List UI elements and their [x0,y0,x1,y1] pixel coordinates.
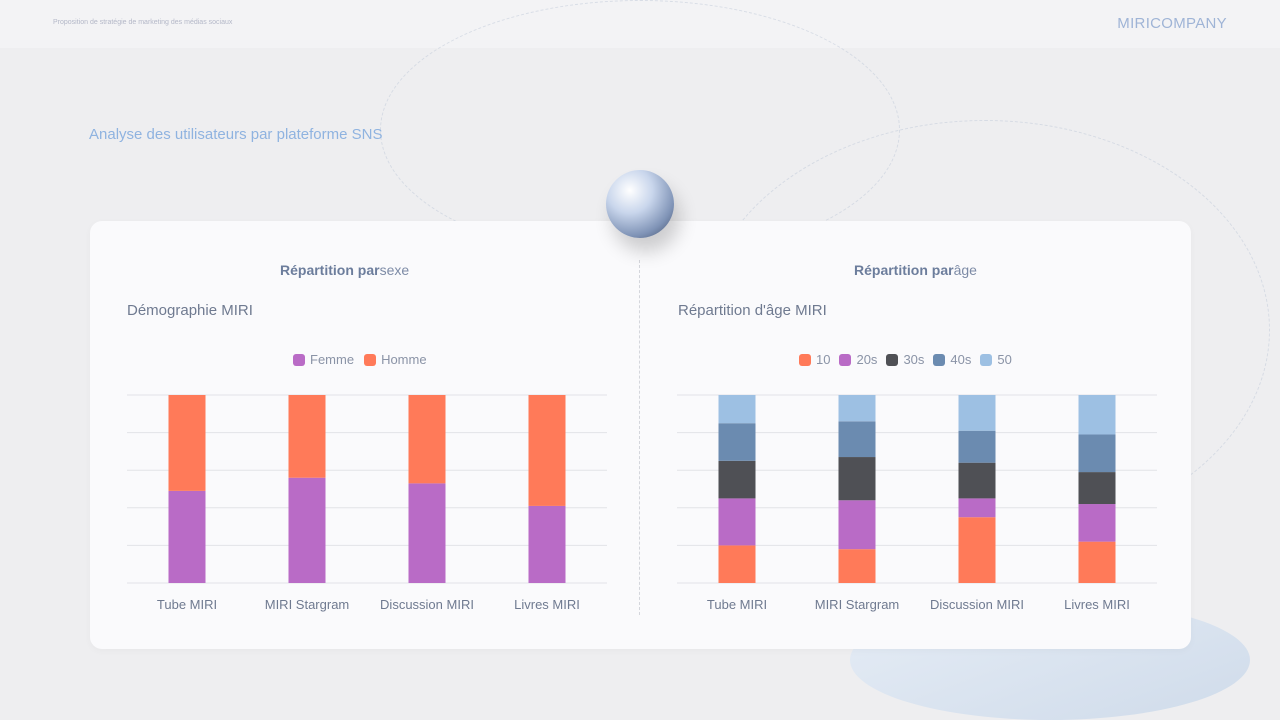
bar-segment-50-1 [838,395,876,422]
chart-title-gender: Démographie MIRI [127,302,253,319]
legend-item[interactable]: 10 [799,352,830,367]
legend-item[interactable]: 20s [839,352,877,367]
legend-label: 10 [816,352,831,367]
bar-segment-50-3 [1078,395,1116,435]
bar-segment-10-3 [1078,541,1116,583]
legend-swatch [980,353,993,366]
legend-label: 30s [903,352,925,367]
x-tick-label: Livres MIRI [514,597,580,612]
bar-segment-30s-3 [1078,472,1116,505]
bar-segment-femme-0 [168,490,206,583]
page-title: Analyse des utilisateurs par plateforme … [89,126,383,143]
bar-segment-20s-3 [1078,504,1116,542]
x-tick-label: MIRI Stargram [814,597,900,612]
bar-segment-40s-0 [718,423,756,461]
bar-segment-homme-0 [168,395,206,491]
bar-segment-10-2 [958,517,996,583]
legend-item[interactable]: 40s [933,352,971,367]
legend-item[interactable]: 30s [886,352,924,367]
bar-segment-20s-1 [838,500,876,550]
bar-segment-40s-3 [1078,434,1116,473]
legend-label: 20s [856,352,878,367]
legend-swatch [933,353,946,366]
legend-swatch [886,353,899,366]
legend-item[interactable]: Homme [364,352,427,367]
legend-item[interactable]: 50 [980,352,1012,367]
bar-segment-homme-1 [288,395,326,478]
legend-swatch [839,353,852,366]
bar-segment-20s-0 [718,498,756,546]
bar-segment-femme-2 [408,483,446,583]
bar-segment-femme-3 [528,505,566,583]
legend-gender: Femme Homme [293,352,427,367]
section-title-gender: Répartition parsexe [280,262,410,278]
divider [639,260,640,615]
bar-segment-30s-1 [838,457,876,501]
bar-segment-50-2 [958,395,996,431]
legend-label: Homme [381,352,427,367]
x-tick-label: Tube MIRI [706,597,768,612]
x-tick-label: Discussion MIRI [380,597,474,612]
bar-segment-40s-1 [838,421,876,458]
section-title-age: Répartition parâge [854,262,977,278]
legend-item[interactable]: Femme [293,352,354,367]
x-tick-label: MIRI Stargram [264,597,350,612]
bar-segment-30s-0 [718,460,756,499]
bar-segment-20s-2 [958,498,996,518]
x-tick-label: Tube MIRI [156,597,218,612]
decorative-sphere [606,170,674,238]
legend-age: 10 20s 30s 40s 50 [799,352,1012,367]
bar-segment-10-0 [718,545,756,583]
bar-segment-homme-3 [528,395,566,506]
legend-label: 50 [997,352,1012,367]
bar-segment-50-0 [718,395,756,424]
legend-swatch [293,353,305,366]
chart-title-age: Répartition d'âge MIRI [678,302,827,319]
bar-segment-30s-2 [958,462,996,499]
legend-swatch [799,353,811,366]
x-tick-label: Discussion MIRI [930,597,1024,612]
bar-segment-10-1 [838,549,876,583]
brand-logo: MIRICOMPANY [1117,15,1227,32]
chart-card [90,221,1191,649]
legend-label: Femme [310,352,355,367]
presentation-subtitle: Proposition de stratégie de marketing de… [53,19,233,26]
bar-segment-homme-2 [408,395,446,484]
x-tick-label: Livres MIRI [1064,597,1130,612]
bar-segment-40s-2 [958,430,996,463]
legend-swatch [364,353,377,366]
bar-segment-femme-1 [288,477,326,583]
legend-label: 40s [950,352,972,367]
